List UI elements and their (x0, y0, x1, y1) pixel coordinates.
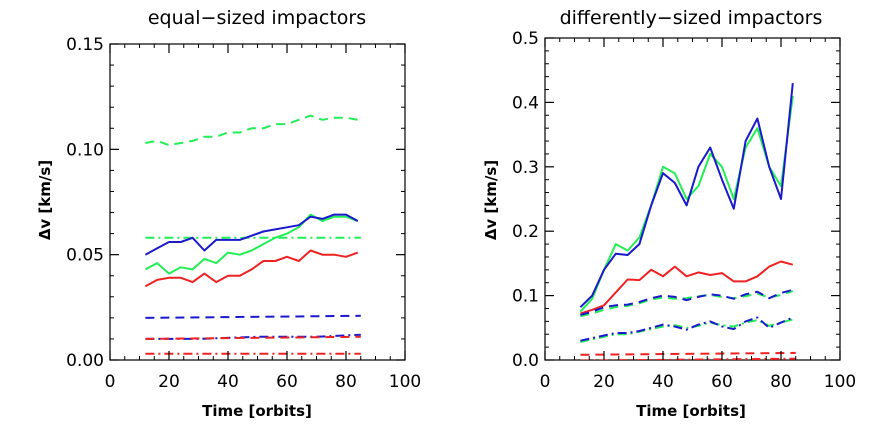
axes-group: 0 20 40 60 80 100 0.00 0.05 0.10 0.15 (66, 35, 421, 392)
chart-panel-equal-sized: equal−sized impactors Δv [km/s] Time [or… (36, 7, 421, 420)
y-axis-label: Δv [km/s] (482, 160, 500, 240)
x-axis-label: Time [orbits] (636, 402, 746, 420)
x-tick-label: 80 (335, 372, 357, 392)
x-tick-label: 20 (593, 372, 615, 392)
y-axis-label: Δv [km/s] (36, 160, 54, 240)
x-tick-label: 100 (389, 372, 421, 392)
x-tick-label: 40 (217, 372, 239, 392)
x-axis-label: Time [orbits] (202, 402, 312, 420)
y-tick-label: 0.3 (512, 158, 539, 178)
x-tick-label: 100 (824, 372, 856, 392)
series-line-5 (144, 249, 359, 288)
series-line-6 (580, 318, 794, 343)
chart-panel-differently-sized: differently−sized impactors Δv [km/s] Ti… (482, 7, 856, 420)
y-tick-label: 0.4 (512, 93, 539, 113)
series-group (579, 82, 796, 360)
series-line-3 (580, 260, 794, 315)
x-tick-label: 60 (276, 372, 298, 392)
y-tick-label: 0.15 (66, 35, 104, 55)
x-tick-label: 60 (711, 372, 733, 392)
series-line-1 (579, 95, 794, 313)
x-tick-label: 0 (540, 372, 551, 392)
y-tick-label: 0.05 (66, 246, 104, 266)
x-tick-label: 0 (105, 372, 116, 392)
series-line-5 (580, 288, 794, 316)
series-line-6 (145, 314, 361, 319)
y-tick-label: 0.5 (512, 29, 539, 49)
y-tick-label: 0.0 (512, 351, 539, 371)
plot-frame (109, 43, 406, 361)
series-line-2 (579, 82, 794, 308)
x-tick-label: 40 (652, 372, 674, 392)
series-line-3 (144, 213, 359, 275)
series-line-8 (580, 351, 796, 356)
y-tick-label: 0.1 (512, 287, 539, 307)
series-line-1 (145, 114, 358, 147)
series-line-4 (144, 213, 359, 256)
series-line-9 (580, 357, 796, 360)
chart-title: equal−sized impactors (148, 7, 366, 29)
chart-title: differently−sized impactors (560, 7, 823, 29)
axes-group: 0 20 40 60 80 100 0.0 0.1 0.2 0.3 0.4 0.5 (512, 29, 856, 392)
series-line-8 (145, 335, 361, 340)
y-tick-label: 0.00 (66, 351, 104, 371)
x-tick-label: 80 (770, 372, 792, 392)
series-group (144, 114, 361, 355)
series-line-4 (580, 290, 794, 318)
series-line-7 (580, 316, 794, 342)
y-tick-label: 0.2 (512, 222, 539, 242)
y-tick-label: 0.10 (66, 140, 104, 160)
x-tick-label: 20 (158, 372, 180, 392)
